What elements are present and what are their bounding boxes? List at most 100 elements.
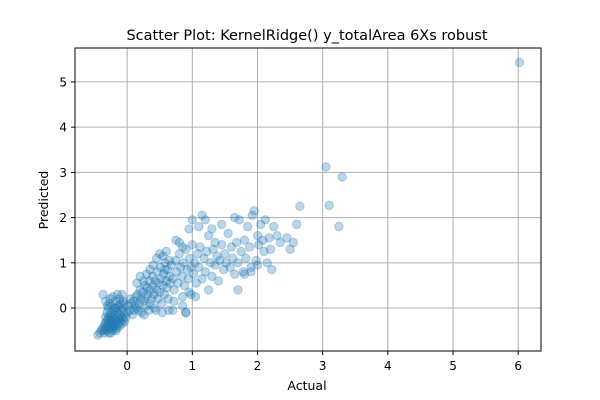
scatter-point xyxy=(147,271,158,282)
scatter-point xyxy=(127,310,138,320)
y-tick-label: 0 xyxy=(59,302,67,316)
scatter-point xyxy=(151,253,162,263)
scatter-point xyxy=(138,296,149,306)
scatter-point xyxy=(105,294,115,304)
scatter-point xyxy=(254,240,264,250)
x-tick-label: 3 xyxy=(319,359,327,373)
scatter-point xyxy=(252,260,263,270)
scatter-point xyxy=(514,57,525,68)
scatter-points xyxy=(93,57,525,340)
scatter-point xyxy=(337,172,347,182)
scatter-point xyxy=(93,330,103,340)
scatter-point xyxy=(145,298,155,309)
scatter-point xyxy=(148,260,158,270)
x-tick-label: 0 xyxy=(123,359,131,373)
scatter-point xyxy=(158,280,168,291)
scatter-point xyxy=(110,321,121,331)
scatter-point xyxy=(107,321,117,331)
scatter-point xyxy=(226,242,237,252)
scatter-point xyxy=(140,280,150,291)
scatter-point xyxy=(258,235,268,245)
scatter-point xyxy=(132,303,142,313)
y-axis-ticks: 0 1 2 3 4 5 xyxy=(59,75,75,316)
scatter-point xyxy=(191,278,201,288)
scatter-point xyxy=(259,246,269,257)
scatter-point xyxy=(130,301,140,311)
x-tick-label: 2 xyxy=(254,359,262,373)
scatter-point xyxy=(233,258,243,268)
scatter-point xyxy=(135,271,145,282)
scatter-point xyxy=(115,316,126,327)
scatter-point xyxy=(104,312,114,322)
scatter-point xyxy=(199,253,209,263)
scatter-point xyxy=(265,244,276,254)
scatter-point xyxy=(117,319,127,329)
scatter-point xyxy=(223,228,233,239)
scatter-point xyxy=(141,301,152,311)
scatter-point xyxy=(136,307,147,318)
scatter-point xyxy=(192,249,203,259)
scatter-point xyxy=(231,237,242,248)
scatter-point xyxy=(225,262,235,273)
scatter-point xyxy=(138,287,148,297)
scatter-point xyxy=(155,262,166,273)
scatter-point xyxy=(218,264,229,275)
scatter-point xyxy=(119,298,129,309)
scatter-point xyxy=(99,328,110,338)
scatter-point xyxy=(151,305,161,315)
scatter-point xyxy=(140,292,151,302)
scatter-point xyxy=(108,312,118,322)
scatter-point xyxy=(163,294,173,304)
scatter-point xyxy=(113,319,123,329)
scatter-point xyxy=(132,289,143,300)
scatter-point xyxy=(256,219,266,230)
scatter-point xyxy=(156,298,167,309)
scatter-point xyxy=(210,237,220,248)
scatter-point xyxy=(251,255,261,266)
scatter-point xyxy=(103,319,113,329)
x-tick-label: 4 xyxy=(384,359,392,373)
scatter-point xyxy=(267,264,277,275)
scatter-point xyxy=(288,237,299,248)
scatter-point xyxy=(125,305,135,315)
scatter-point xyxy=(246,262,256,273)
scatter-point xyxy=(121,312,131,322)
scatter-point xyxy=(183,273,194,284)
y-tick-label: 1 xyxy=(59,256,67,270)
scatter-point xyxy=(275,237,286,248)
scatter-point xyxy=(243,221,253,232)
scatter-point xyxy=(145,285,156,295)
scatter-point xyxy=(186,262,196,273)
scatter-point xyxy=(113,312,123,322)
scatter-point xyxy=(194,262,204,273)
scatter-point xyxy=(161,246,171,257)
scatter-point xyxy=(118,296,128,306)
scatter-point xyxy=(109,319,119,329)
scatter-point xyxy=(102,314,113,325)
scatter-point xyxy=(221,258,231,268)
scatter-point xyxy=(177,271,187,282)
scatter-point xyxy=(110,314,121,325)
scatter-point xyxy=(203,285,214,295)
scatter-point xyxy=(128,296,139,306)
scatter-point xyxy=(190,258,200,268)
scatter-point xyxy=(169,285,179,295)
scatter-point xyxy=(143,305,154,315)
scatter-point xyxy=(178,258,188,268)
scatter-point xyxy=(175,262,186,273)
x-axis-label: Actual xyxy=(287,378,326,393)
scatter-point xyxy=(151,285,162,295)
scatter-point xyxy=(106,328,116,338)
scatter-point xyxy=(187,240,198,250)
scatter-point xyxy=(103,303,113,313)
scatter-point xyxy=(108,292,118,302)
scatter-point xyxy=(96,325,106,336)
scatter-point xyxy=(220,249,230,259)
scatter-point xyxy=(98,289,108,300)
scatter-point xyxy=(111,325,121,336)
scatter-point xyxy=(138,276,149,286)
scatter-point xyxy=(214,255,225,266)
scatter-point xyxy=(282,233,292,243)
scatter-point xyxy=(136,294,146,304)
